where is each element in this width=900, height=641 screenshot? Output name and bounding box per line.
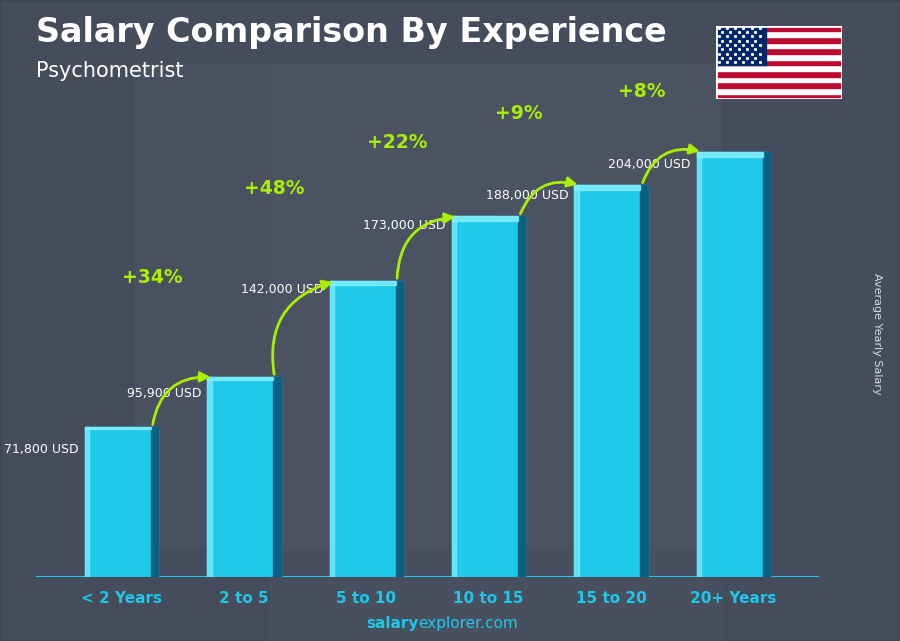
Bar <box>697 152 770 577</box>
Bar <box>207 377 274 379</box>
Text: 95,900 USD: 95,900 USD <box>127 387 202 399</box>
Bar <box>574 185 641 190</box>
Bar <box>716 43 842 48</box>
Bar <box>716 71 842 77</box>
Bar <box>701 152 742 577</box>
Bar <box>329 281 403 577</box>
Text: +34%: +34% <box>122 268 183 287</box>
Bar <box>716 31 842 37</box>
Bar <box>452 217 518 221</box>
Bar <box>716 88 842 94</box>
Text: salary: salary <box>366 617 418 631</box>
Bar <box>641 185 648 577</box>
Bar <box>716 54 842 60</box>
Bar <box>716 26 842 31</box>
Bar <box>456 217 497 577</box>
Bar <box>716 65 842 71</box>
Bar <box>716 82 842 88</box>
Bar <box>274 377 281 577</box>
Bar <box>396 281 403 577</box>
Bar <box>207 377 211 577</box>
Text: Psychometrist: Psychometrist <box>36 61 184 81</box>
Text: +22%: +22% <box>366 133 427 152</box>
Text: +8%: +8% <box>618 82 665 101</box>
Text: 71,800 USD: 71,800 USD <box>4 444 79 456</box>
Bar <box>452 217 456 577</box>
Bar <box>207 377 281 577</box>
Text: explorer.com: explorer.com <box>418 617 518 631</box>
Bar <box>89 428 130 577</box>
Bar <box>697 152 762 157</box>
Bar <box>518 217 526 577</box>
Bar <box>574 185 579 577</box>
Bar <box>151 428 158 577</box>
Bar <box>716 77 842 82</box>
Bar <box>452 217 526 577</box>
Text: Salary Comparison By Experience: Salary Comparison By Experience <box>36 16 667 49</box>
Text: Average Yearly Salary: Average Yearly Salary <box>872 272 883 394</box>
Text: 188,000 USD: 188,000 USD <box>486 188 568 201</box>
Bar <box>85 428 151 429</box>
Text: +9%: +9% <box>495 104 543 122</box>
Bar <box>329 281 396 285</box>
Bar <box>762 152 770 577</box>
Bar <box>334 281 374 577</box>
Bar <box>716 37 842 43</box>
Bar <box>135 64 720 545</box>
Bar <box>329 281 334 577</box>
Bar <box>716 26 766 65</box>
Bar <box>85 428 89 577</box>
Text: 173,000 USD: 173,000 USD <box>364 219 446 232</box>
Bar <box>270 64 720 641</box>
Text: +48%: +48% <box>244 179 305 198</box>
Bar <box>716 48 842 54</box>
Text: 142,000 USD: 142,000 USD <box>241 283 323 296</box>
Bar <box>716 60 842 65</box>
Bar <box>579 185 619 577</box>
Bar <box>85 428 158 577</box>
Bar <box>716 94 842 99</box>
Bar <box>212 377 252 577</box>
Text: 204,000 USD: 204,000 USD <box>608 158 690 171</box>
Bar <box>574 185 648 577</box>
Bar <box>697 152 701 577</box>
